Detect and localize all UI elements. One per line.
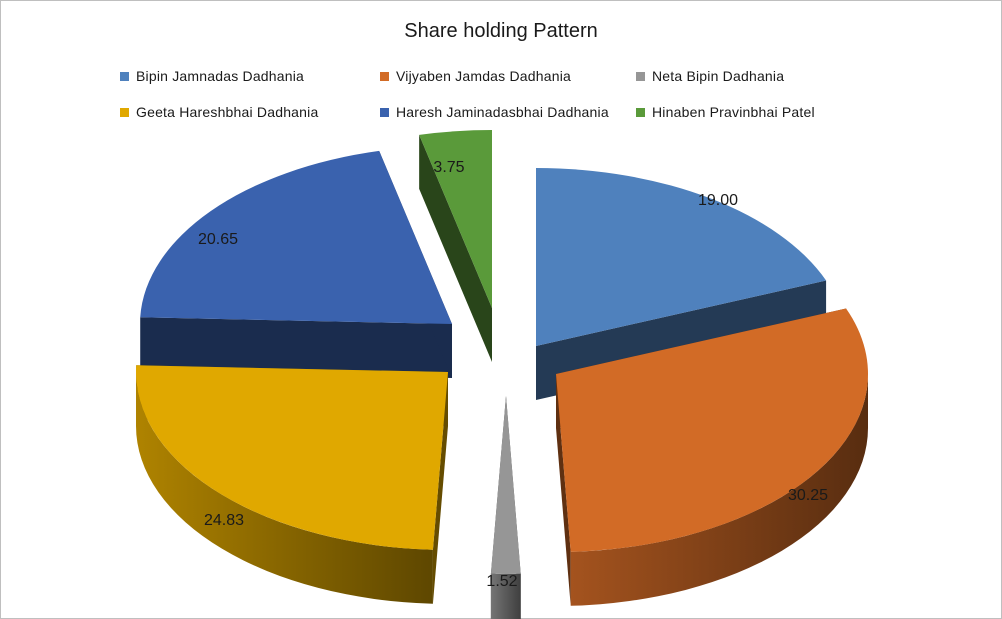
legend-item-haresh-jaminadasbhai-dadhania: Haresh Jaminadasbhai Dadhania	[380, 104, 609, 120]
data-label-bipin-jamnadas-dadhania: 19.00	[698, 192, 738, 209]
pie-slice-geeta-hareshbhai-dadhania	[136, 365, 449, 604]
data-label-neta-bipin-dadhania: 1.52	[486, 573, 517, 590]
data-label-geeta-hareshbhai-dadhania: 24.83	[204, 512, 244, 529]
legend-item-vijyaben-jamdas-dadhania: Vijyaben Jamdas Dadhania	[380, 68, 571, 84]
data-label-vijyaben-jamdas-dadhania: 30.25	[788, 487, 828, 504]
legend-label: Geeta Hareshbhai Dadhania	[136, 104, 319, 120]
legend-swatch	[120, 71, 129, 81]
legend-swatch	[380, 71, 389, 81]
legend-item-neta-bipin-dadhania: Neta Bipin Dadhania	[636, 68, 784, 84]
pie-slice-vijyaben-jamdas-dadhania	[556, 308, 868, 606]
legend-swatch	[380, 107, 389, 117]
legend-label: Neta Bipin Dadhania	[652, 68, 785, 84]
pie-slice-haresh-jaminadasbhai-dadhania	[140, 150, 452, 378]
legend-label: Hinaben Pravinbhai Patel	[652, 104, 815, 120]
legend-label: Bipin Jamnadas Dadhania	[136, 68, 305, 84]
legend-item-bipin-jamnadas-dadhania: Bipin Jamnadas Dadhania	[120, 68, 304, 84]
data-label-haresh-jaminadasbhai-dadhania: 20.65	[198, 231, 238, 248]
legend-swatch	[636, 107, 645, 117]
legend: Bipin Jamnadas Dadhania Vijyaben Jamdas D…	[0, 0, 1002, 130]
pie-slice-hinaben-pravinbhai-patel	[419, 130, 492, 362]
legend-item-hinaben-pravinbhai-patel: Hinaben Pravinbhai Patel	[636, 104, 815, 120]
data-label-hinaben-pravinbhai-patel: 3.75	[433, 159, 464, 176]
legend-swatch	[636, 71, 645, 81]
legend-label: Haresh Jaminadasbhai Dadhania	[396, 104, 609, 120]
legend-label: Vijyaben Jamdas Dadhania	[396, 68, 571, 84]
pie-slice-neta-bipin-dadhania	[490, 396, 521, 619]
chart-title: Share holding Pattern	[404, 20, 598, 42]
legend-swatch	[120, 107, 129, 117]
legend-item-geeta-hareshbhai-dadhania: Geeta Hareshbhai Dadhania	[120, 104, 318, 120]
